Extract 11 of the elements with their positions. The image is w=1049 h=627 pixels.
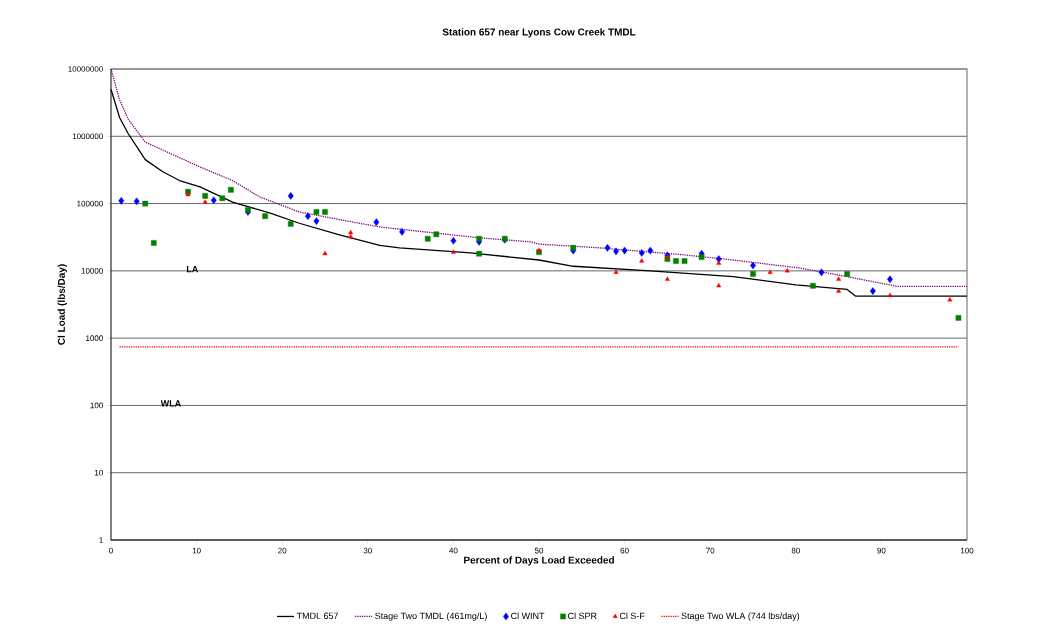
legend-label: Stage Two TMDL (461mg/L)	[375, 612, 487, 621]
y-axis-title: Cl Load (lbs/Day)	[57, 264, 67, 345]
legend-label: Cl S-F	[619, 612, 645, 620]
legend-label: Cl WINT	[511, 612, 545, 620]
legend-label: Cl SPR	[568, 612, 597, 620]
annotation: WLA	[160, 400, 181, 407]
annotation: LA	[186, 266, 199, 273]
chart-title: Station 657 near Lyons Cow Creek TMDL	[442, 28, 636, 38]
legend-label: Stage Two WLA (744 lbs/day)	[681, 612, 800, 621]
legend-label: TMDL 657	[296, 612, 339, 619]
x-axis-title: Percent of Days Load Exceeded	[464, 556, 614, 566]
